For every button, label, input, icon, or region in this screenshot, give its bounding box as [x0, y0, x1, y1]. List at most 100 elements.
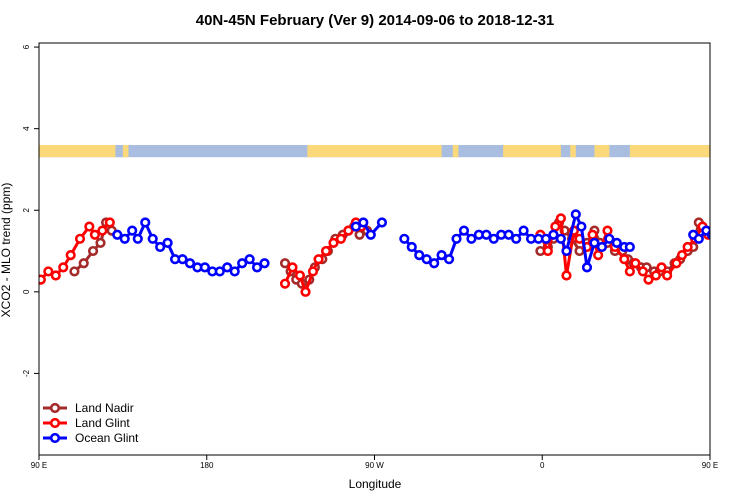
- data-point: [155, 241, 166, 253]
- land-band-segment: [503, 144, 561, 158]
- data-point: [561, 270, 572, 281]
- data-point: [343, 225, 354, 236]
- data-point: [162, 237, 173, 248]
- land-band-segment: [122, 144, 129, 158]
- data-point: [745, 235, 750, 243]
- data-point: [561, 245, 572, 257]
- data-point: [39, 274, 46, 285]
- y-tick-label: 2: [22, 207, 31, 212]
- data-point: [488, 233, 499, 244]
- data-point: [199, 262, 210, 273]
- data-point: [593, 250, 604, 261]
- legend-marker: [49, 402, 61, 414]
- data-point: [587, 229, 598, 240]
- series-line-segment: [719, 231, 726, 239]
- data-point: [43, 266, 54, 277]
- data-point: [466, 233, 477, 244]
- series-land-glint: [39, 213, 710, 297]
- data-point: [540, 233, 552, 244]
- data-point: [307, 266, 319, 277]
- data-point: [78, 258, 89, 269]
- chart-title: 40N-45N February (Ver 9) 2014-09-06 to 2…: [196, 12, 555, 29]
- data-point: [676, 250, 688, 261]
- data-point: [358, 217, 369, 228]
- data-point: [87, 245, 99, 257]
- data-point: [643, 274, 654, 285]
- data-point: [251, 262, 263, 273]
- data-point: [244, 254, 255, 265]
- data-point: [320, 245, 332, 257]
- data-point: [328, 237, 339, 248]
- land-band-segment: [594, 144, 610, 158]
- data-point: [350, 221, 361, 232]
- data-point: [58, 262, 69, 273]
- data-point: [671, 258, 682, 269]
- legend-marker: [49, 432, 61, 444]
- data-point: [589, 237, 600, 248]
- data-point: [229, 266, 240, 277]
- legend-label: Ocean Glint: [75, 431, 139, 445]
- land-band-segment: [629, 144, 710, 158]
- data-point: [259, 258, 270, 269]
- data-point: [624, 266, 635, 277]
- series-line-segment: [565, 213, 578, 252]
- data-point: [119, 233, 130, 244]
- data-point: [237, 258, 248, 269]
- data-point: [429, 258, 440, 269]
- series-ocean-glint: [112, 209, 750, 277]
- data-point: [650, 270, 662, 281]
- data-point: [656, 262, 667, 273]
- data-point: [69, 266, 80, 277]
- y-axis-label: XCO2 - MLO trend (ppm): [0, 183, 13, 318]
- data-point: [481, 229, 492, 240]
- data-point: [376, 217, 388, 228]
- data-point: [414, 250, 425, 261]
- x-axis-label: Longitude: [349, 477, 402, 491]
- land-band-segment: [39, 144, 116, 158]
- data-point: [706, 229, 710, 240]
- series-land-nadir: [69, 217, 710, 289]
- data-point: [730, 235, 738, 243]
- data-point: [693, 233, 704, 244]
- data-point: [555, 233, 566, 244]
- data-point: [723, 227, 731, 235]
- data-point: [89, 229, 101, 240]
- data-point: [335, 233, 347, 244]
- data-point: [716, 235, 724, 243]
- data-point: [662, 270, 673, 281]
- data-point: [611, 237, 622, 248]
- y-tick-label: 4: [22, 126, 31, 131]
- data-point: [127, 225, 138, 236]
- data-point: [421, 254, 432, 265]
- legend-label: Land Nadir: [75, 401, 134, 415]
- series-layer: [39, 209, 750, 297]
- data-point: [177, 254, 188, 265]
- data-point: [147, 233, 158, 244]
- data-point: [97, 225, 108, 236]
- land-band-segment: [307, 144, 442, 158]
- data-point: [518, 225, 529, 236]
- data-point: [436, 250, 447, 261]
- series-line-segment: [742, 222, 749, 238]
- data-point: [214, 266, 225, 277]
- data-point: [132, 233, 143, 244]
- data-point: [542, 245, 553, 257]
- y-tick-label: 6: [22, 44, 31, 49]
- legend-label: Land Glint: [75, 416, 130, 430]
- data-point: [74, 233, 86, 244]
- data-point: [313, 254, 324, 265]
- data-point: [624, 241, 635, 253]
- data-point: [399, 233, 410, 244]
- data-point: [550, 221, 561, 232]
- series-line-segment: [734, 222, 741, 238]
- data-point: [140, 217, 151, 228]
- data-point: [50, 270, 61, 281]
- land-ocean-mask: [39, 144, 710, 158]
- data-point: [406, 241, 417, 253]
- data-point: [184, 258, 196, 269]
- legend-item: Land Glint: [43, 416, 130, 430]
- series-line-segment: [727, 231, 734, 239]
- data-point: [294, 270, 306, 281]
- data-point: [65, 250, 76, 261]
